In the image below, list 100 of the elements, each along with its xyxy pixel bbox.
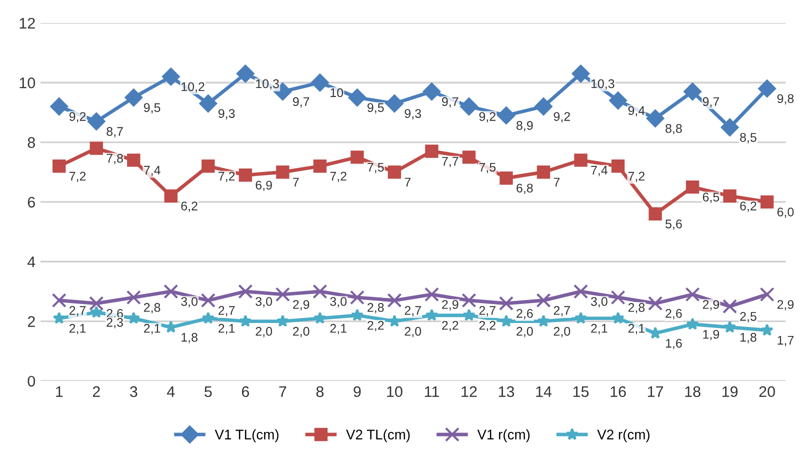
point: [50, 98, 68, 116]
point: [275, 287, 290, 302]
point: [388, 314, 401, 327]
point: [609, 92, 627, 110]
data-label: 2,8: [144, 303, 160, 314]
point: [348, 88, 366, 106]
point: [236, 64, 254, 83]
data-label: 2,9: [777, 300, 794, 310]
data-label: 7,2: [69, 172, 86, 182]
data-label: 9,5: [144, 103, 160, 114]
point: [387, 293, 402, 308]
data-label: 2,0: [404, 326, 422, 338]
point: [462, 293, 476, 308]
point: [574, 154, 588, 167]
data-label: 8,7: [106, 127, 123, 138]
data-label: 2,1: [218, 324, 235, 334]
data-label: 2,2: [368, 320, 384, 332]
point: [52, 293, 66, 308]
y-tick-label: 10: [20, 77, 36, 88]
point: [686, 318, 699, 330]
data-label: 6,0: [777, 208, 794, 218]
x-tick-label: 13: [498, 386, 514, 398]
y-tick-label: 6: [28, 196, 35, 208]
point: [572, 64, 590, 83]
data-label: 2,7: [554, 306, 570, 316]
data-label: 3,0: [181, 297, 198, 308]
point: [350, 150, 364, 164]
point: [612, 312, 624, 324]
point: [124, 88, 143, 106]
point: [760, 287, 774, 302]
data-label: 7,2: [330, 172, 346, 182]
point: [648, 296, 663, 311]
point: [202, 160, 215, 173]
data-label: 9,2: [69, 112, 86, 122]
point: [500, 314, 513, 327]
point: [723, 320, 736, 333]
point: [462, 308, 476, 321]
point: [500, 171, 513, 185]
data-label: 6,8: [516, 184, 533, 194]
y-tick-label: 12: [20, 18, 35, 28]
data-label: 7: [293, 178, 299, 186]
point: [199, 94, 218, 112]
point: [90, 142, 103, 155]
point: [312, 284, 328, 299]
point: [497, 106, 516, 124]
point: [760, 324, 774, 336]
x-tick-label: 18: [685, 386, 700, 398]
data-label: 2,7: [404, 306, 421, 316]
x-tick-label: 4: [167, 386, 175, 397]
point: [239, 314, 252, 327]
legend-label: V2 TL(cm): [346, 429, 410, 442]
data-label: 7,2: [628, 172, 644, 182]
x-tick-label: 8: [316, 386, 324, 398]
data-label: 3,0: [330, 297, 347, 308]
y-tick-label: 0: [28, 376, 36, 387]
data-label: 10: [330, 88, 344, 98]
point: [238, 284, 253, 299]
point: [162, 68, 180, 86]
x-tick-label: 6: [242, 386, 250, 398]
data-label: 5,6: [666, 220, 682, 230]
point: [498, 296, 514, 311]
data-label: 2,8: [368, 303, 384, 314]
data-label: 1,7: [778, 336, 794, 346]
data-label: 1,9: [703, 330, 720, 340]
data-label: 2,8: [628, 303, 645, 314]
data-label: 8,8: [666, 124, 682, 134]
x-tick-label: 2: [92, 386, 100, 397]
data-label: 2,6: [516, 309, 533, 320]
point: [611, 160, 625, 173]
data-label: 6,9: [256, 180, 272, 192]
data-label: 2,9: [442, 300, 458, 310]
point: [573, 284, 588, 299]
data-label: 2,9: [702, 300, 720, 310]
x-tick-label: 5: [204, 386, 212, 398]
data-label: 2,7: [218, 306, 235, 316]
point: [720, 118, 739, 136]
data-label: 7: [404, 178, 411, 186]
point: [760, 195, 774, 209]
data-label: 7,5: [368, 162, 384, 174]
data-label: 9,2: [554, 112, 570, 122]
data-label: 2,9: [293, 300, 310, 310]
point: [723, 189, 736, 203]
point: [422, 82, 441, 100]
point: [388, 166, 402, 179]
data-label: 10,2: [182, 82, 204, 93]
data-label: 9,2: [479, 112, 496, 122]
data-label: 10,3: [256, 79, 279, 90]
point: [610, 290, 626, 305]
x-tick-label: 10: [387, 386, 402, 398]
point: [646, 110, 664, 128]
data-label: 7,8: [106, 154, 123, 164]
y-tick-label: 2: [28, 316, 35, 327]
data-label: 2,1: [628, 324, 645, 334]
data-label: 9,3: [218, 109, 235, 120]
point: [722, 299, 738, 314]
point: [536, 293, 551, 308]
data-label: 2,1: [330, 324, 346, 334]
x-tick-label: 19: [722, 386, 738, 398]
point: [424, 287, 440, 302]
data-label: 9,3: [404, 109, 422, 120]
